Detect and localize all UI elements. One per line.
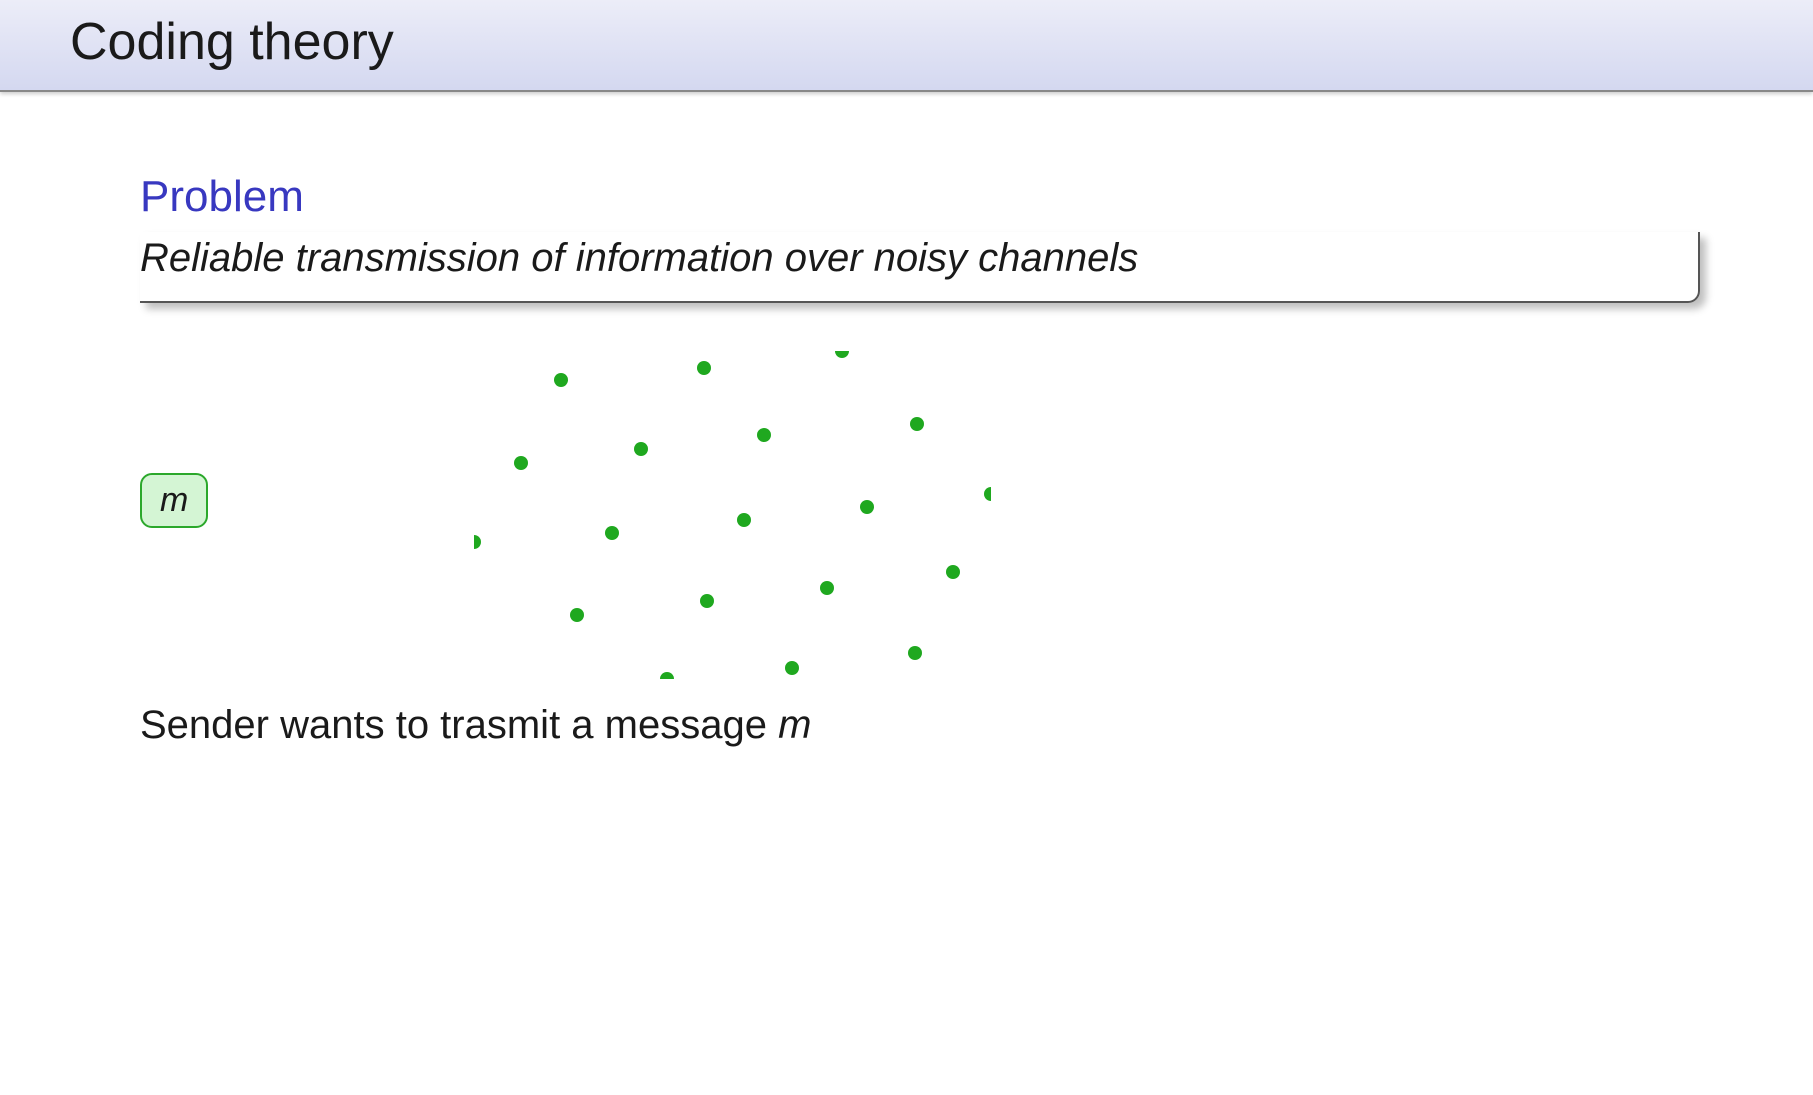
problem-block: Problem Reliable transmission of informa… — [140, 172, 1673, 303]
scatter-dot — [910, 417, 924, 431]
scatter-dot — [700, 594, 714, 608]
scatter-dot — [697, 361, 711, 375]
scatter-dot — [785, 661, 799, 675]
scatter-dot — [634, 442, 648, 456]
scatter-dot — [474, 535, 481, 549]
scatter-dot — [984, 487, 991, 501]
scatter-dot — [835, 351, 849, 358]
caption-text: Sender wants to trasmit a message — [140, 703, 778, 747]
scatter-dot — [820, 581, 834, 595]
scatter-dot — [757, 428, 771, 442]
scatter-dot — [860, 500, 874, 514]
scatter-dot — [570, 608, 584, 622]
scatter-dot — [660, 672, 674, 679]
message-box: m — [140, 473, 208, 528]
caption-variable: m — [778, 703, 811, 747]
scatter-dot — [605, 526, 619, 540]
scatter-dot — [908, 646, 922, 660]
scatter-dot — [514, 456, 528, 470]
slide-title: Coding theory — [70, 12, 1743, 72]
slide-content: Problem Reliable transmission of informa… — [0, 92, 1813, 748]
caption: Sender wants to trasmit a message m — [140, 703, 1673, 748]
scatter-dot — [737, 513, 751, 527]
title-bar: Coding theory — [0, 0, 1813, 92]
scatter-dot — [946, 565, 960, 579]
diagram-area: m — [140, 343, 1673, 683]
problem-body: Reliable transmission of information ove… — [140, 232, 1700, 303]
scatter-dot — [554, 373, 568, 387]
problem-heading: Problem — [140, 172, 1673, 222]
